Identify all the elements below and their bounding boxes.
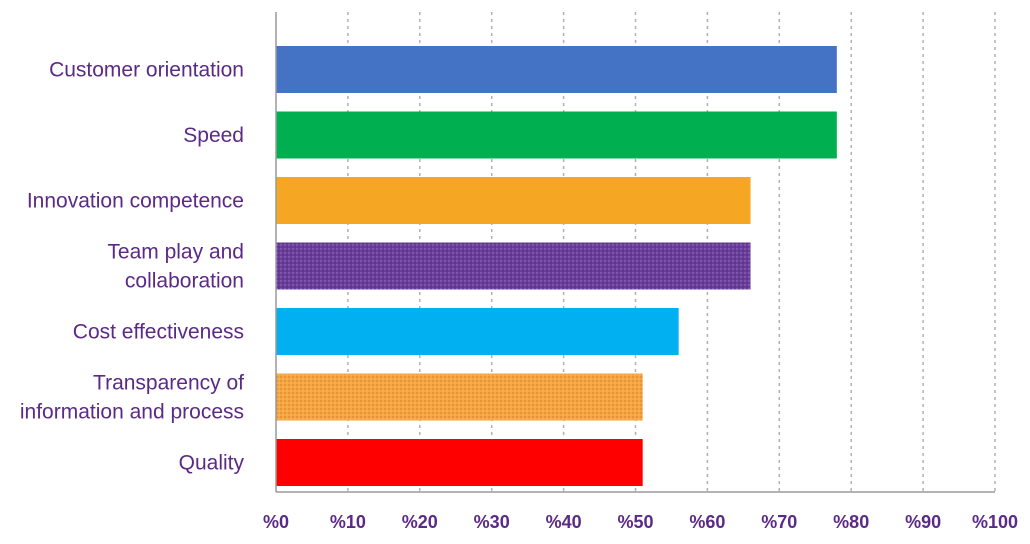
x-tick-label: %80 — [833, 512, 869, 532]
x-tick-label: %40 — [546, 512, 582, 532]
x-tick-label: %0 — [263, 512, 289, 532]
x-tick-label: %50 — [617, 512, 653, 532]
category-label: Cost effectiveness — [73, 321, 244, 344]
bar-customer-orientation — [276, 46, 837, 93]
category-label: Transparency of information and process — [20, 372, 244, 424]
x-tick-label: %70 — [761, 512, 797, 532]
bar-speed — [276, 111, 837, 159]
bar-innovation-competence — [276, 177, 751, 224]
bar-quality — [276, 439, 643, 486]
category-label: Innovation competence — [27, 190, 244, 213]
category-label: Customer orientation — [49, 59, 244, 82]
bar-transparency-of-information-and-process — [276, 373, 643, 421]
x-tick-label: %30 — [474, 512, 510, 532]
x-tick-label: %10 — [330, 512, 366, 532]
category-labels: Customer orientation Speed Innovation comp… — [20, 59, 245, 475]
category-label: Speed — [183, 124, 244, 147]
x-tick-label: %20 — [402, 512, 438, 532]
bar-cost-effectiveness — [276, 308, 679, 355]
x-tick-label: %60 — [689, 512, 725, 532]
category-label: Quality — [179, 452, 245, 475]
x-tick-label: %100 — [972, 512, 1018, 532]
axes — [275, 12, 995, 493]
category-label: Team play and collaboration — [107, 241, 244, 293]
bar-team-play-and-collaboration — [276, 242, 751, 290]
bars — [276, 46, 837, 486]
x-tick-label: %90 — [905, 512, 941, 532]
x-tick-labels: %0 %10 %20 %30 %40 %50 %60 %70 %80 %90 %100 — [263, 512, 1018, 532]
